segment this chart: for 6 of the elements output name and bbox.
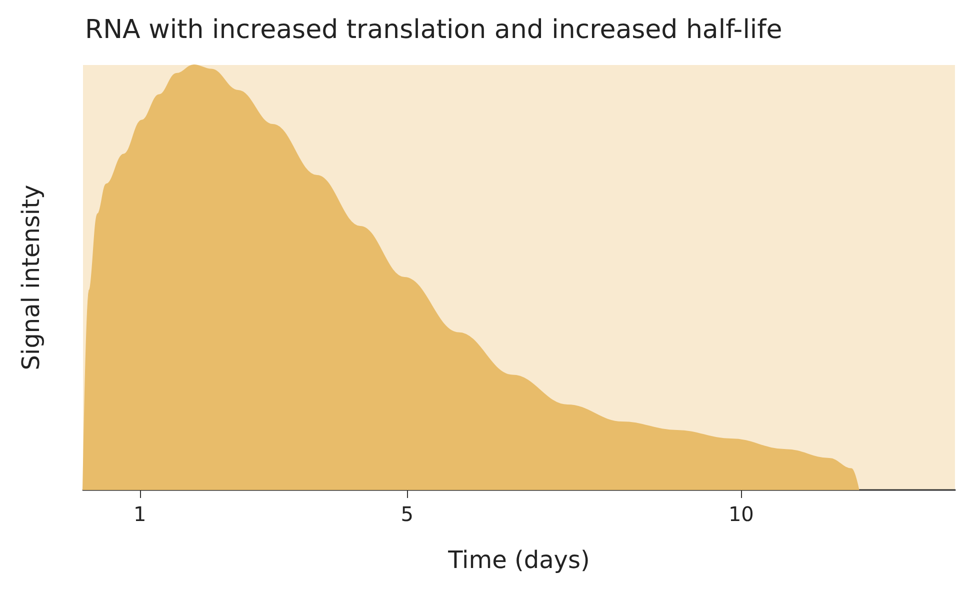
chart-title: RNA with increased translation and increased half-life xyxy=(85,15,782,45)
y-axis-title: Signal intensity xyxy=(17,184,45,370)
x-tick-label: 10 xyxy=(728,502,754,526)
x-axis-title: Time (days) xyxy=(447,546,590,574)
x-tick-label: 1 xyxy=(133,502,146,526)
x-tick-label: 5 xyxy=(400,502,414,526)
